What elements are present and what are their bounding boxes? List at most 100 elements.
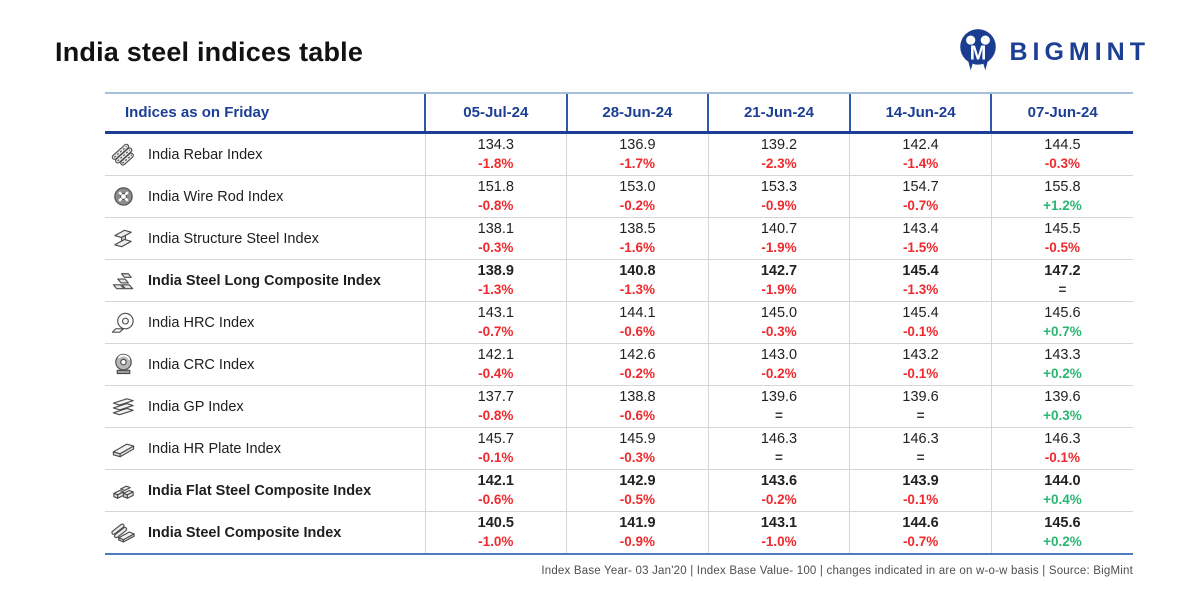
wow-change-value: -1.4% bbox=[902, 156, 939, 171]
index-value-cell: 143.9 -0.1% bbox=[849, 469, 992, 512]
index-value-cell: 139.6 = bbox=[849, 385, 992, 428]
index-value-cell: 144.6 -0.7% bbox=[849, 511, 992, 555]
wow-change-value: -1.8% bbox=[478, 156, 514, 171]
index-value: 140.7 bbox=[760, 221, 798, 237]
hrc-coil-icon bbox=[110, 309, 137, 336]
table-header-row: Indices as on Friday 05-Jul-24 28-Jun-24 2… bbox=[105, 92, 1133, 134]
gp-sheets-icon bbox=[110, 393, 137, 420]
index-value: 145.4 bbox=[902, 263, 939, 279]
index-value: 143.1 bbox=[760, 515, 798, 531]
index-value-cell: 144.0 +0.4% bbox=[990, 469, 1133, 512]
index-value: 145.4 bbox=[902, 305, 939, 321]
wow-change-value: -0.9% bbox=[761, 198, 797, 213]
column-header-date: 21-Jun-24 bbox=[707, 92, 850, 134]
index-label-cell: India Wire Rod Index bbox=[105, 175, 425, 218]
index-value-cell: 145.4 -0.1% bbox=[849, 301, 992, 344]
wow-change-value: -0.7% bbox=[478, 324, 514, 339]
index-value-cell: 142.9 -0.5% bbox=[566, 469, 709, 512]
index-value: 144.1 bbox=[619, 305, 656, 321]
wow-change-value: -0.5% bbox=[619, 492, 656, 507]
index-value-cell: 136.9 -1.7% bbox=[566, 132, 709, 176]
index-value: 139.6 bbox=[902, 389, 939, 405]
index-value: 138.8 bbox=[619, 389, 656, 405]
wow-change-value: -1.3% bbox=[902, 282, 939, 297]
wow-change-value: -0.2% bbox=[619, 198, 656, 213]
index-value: 145.5 bbox=[1044, 221, 1081, 237]
index-label-cell: India Rebar Index bbox=[105, 132, 425, 176]
index-label-cell: India CRC Index bbox=[105, 343, 425, 386]
index-value: 140.5 bbox=[477, 515, 514, 531]
index-value: 146.3 bbox=[760, 431, 798, 447]
index-value: 142.6 bbox=[619, 347, 656, 363]
index-label: India HR Plate Index bbox=[148, 440, 281, 457]
index-value: 145.0 bbox=[760, 305, 798, 321]
table-row: India HR Plate Index 145.7 -0.1% 145.9 -0.3%… bbox=[105, 427, 1133, 470]
wow-change-value: -1.9% bbox=[761, 240, 797, 255]
table-row: India Flat Steel Composite Index 142.1 -0.… bbox=[105, 469, 1133, 512]
wow-change-value: -0.2% bbox=[619, 366, 656, 381]
wow-change-value: -0.8% bbox=[478, 198, 514, 213]
index-value: 142.1 bbox=[477, 473, 514, 489]
index-value-cell: 154.7 -0.7% bbox=[849, 175, 992, 218]
table-row: India Rebar Index 134.3 -1.8% 136.9 -1.7% 139… bbox=[105, 132, 1133, 176]
index-value-cell: 145.4 -1.3% bbox=[849, 259, 992, 302]
index-value: 143.0 bbox=[760, 347, 798, 363]
index-value: 145.9 bbox=[619, 431, 656, 447]
index-value: 136.9 bbox=[619, 137, 656, 153]
bigmint-logo-icon: M bbox=[957, 27, 999, 78]
index-value-cell: 143.3 +0.2% bbox=[990, 343, 1133, 386]
index-label: India Flat Steel Composite Index bbox=[148, 482, 372, 499]
index-value: 154.7 bbox=[902, 179, 939, 195]
index-value-cell: 138.1 -0.3% bbox=[424, 217, 567, 260]
wow-change-value: -1.3% bbox=[619, 282, 656, 297]
index-value-cell: 145.5 -0.5% bbox=[990, 217, 1133, 260]
wow-change-value: = bbox=[916, 408, 925, 423]
wow-change-value: -0.5% bbox=[1044, 240, 1081, 255]
wow-change-value: = bbox=[775, 450, 783, 465]
table-row: India GP Index 137.7 -0.8% 138.8 -0.6% 139.6 =… bbox=[105, 385, 1133, 428]
index-value-cell: 153.0 -0.2% bbox=[566, 175, 709, 218]
wow-change-value: +0.4% bbox=[1043, 492, 1082, 507]
wow-change-value: -1.3% bbox=[478, 282, 514, 297]
index-label-cell: India GP Index bbox=[105, 385, 425, 428]
wow-change-value: -0.1% bbox=[902, 366, 939, 381]
wow-change-value: -0.7% bbox=[902, 198, 939, 213]
wow-change-value: -0.1% bbox=[478, 450, 514, 465]
index-value-cell: 146.3 -0.1% bbox=[990, 427, 1133, 470]
index-value-cell: 140.5 -1.0% bbox=[424, 511, 567, 555]
index-value: 139.6 bbox=[1044, 389, 1081, 405]
index-value: 153.0 bbox=[619, 179, 656, 195]
table-row: India Steel Long Composite Index 138.9 -1.… bbox=[105, 259, 1133, 302]
index-value-cell: 143.2 -0.1% bbox=[849, 343, 992, 386]
index-value: 143.6 bbox=[760, 473, 798, 489]
index-label: India Steel Long Composite Index bbox=[148, 272, 381, 289]
table-header-label: Indices as on Friday bbox=[105, 92, 425, 134]
index-label: India GP Index bbox=[148, 398, 244, 415]
index-value-cell: 145.6 +0.7% bbox=[990, 301, 1133, 344]
index-value-cell: 153.3 -0.9% bbox=[707, 175, 850, 218]
index-value-cell: 146.3 = bbox=[849, 427, 992, 470]
index-value: 144.0 bbox=[1044, 473, 1081, 489]
index-label-cell: India HRC Index bbox=[105, 301, 425, 344]
table-row: India Wire Rod Index 151.8 -0.8% 153.0 -0.2%… bbox=[105, 175, 1133, 218]
wow-change-value: -0.3% bbox=[761, 324, 797, 339]
wow-change-value: -0.2% bbox=[761, 366, 797, 381]
index-value-cell: 143.6 -0.2% bbox=[707, 469, 850, 512]
wow-change-value: -0.3% bbox=[619, 450, 656, 465]
indices-table: Indices as on Friday 05-Jul-24 28-Jun-24 2… bbox=[105, 92, 1133, 555]
index-value-cell: 143.4 -1.5% bbox=[849, 217, 992, 260]
wow-change-value: -1.6% bbox=[619, 240, 656, 255]
index-value-cell: 143.1 -0.7% bbox=[424, 301, 567, 344]
index-value-cell: 139.2 -2.3% bbox=[707, 132, 850, 176]
long-steel-ingots-icon bbox=[110, 267, 137, 294]
index-value-cell: 146.3 = bbox=[707, 427, 850, 470]
wow-change-value: -0.6% bbox=[478, 492, 514, 507]
wow-change-value: +0.2% bbox=[1043, 534, 1082, 549]
index-label: India Structure Steel Index bbox=[148, 230, 319, 247]
column-header-date: 28-Jun-24 bbox=[565, 92, 709, 134]
index-value: 138.9 bbox=[477, 263, 514, 279]
top-bar: India steel indices table M BIGMINT bbox=[0, 0, 1200, 78]
table-row: India HRC Index 143.1 -0.7% 144.1 -0.6% 145.0… bbox=[105, 301, 1133, 344]
index-label: India CRC Index bbox=[148, 356, 255, 373]
wire-rod-coil-icon bbox=[110, 183, 137, 210]
